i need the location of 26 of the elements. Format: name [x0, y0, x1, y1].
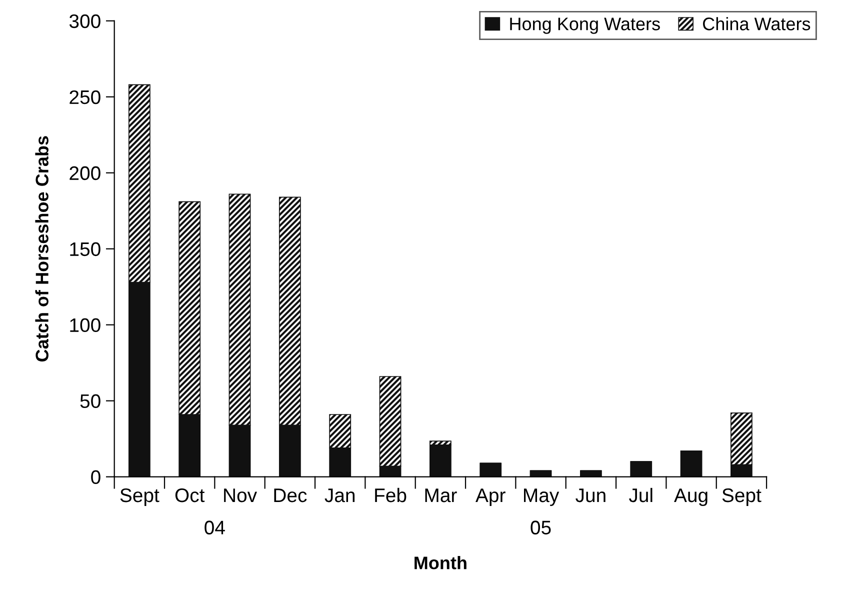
y-tick-label: 50 — [80, 394, 100, 408]
x-tick-label: Jan — [324, 488, 355, 502]
y-axis-title: Catch of Horseshoe Crabs — [35, 136, 48, 362]
legend-label: Hong Kong Waters — [510, 18, 660, 34]
x-tick-label: Aug — [674, 488, 708, 506]
x-tick-label: Oct — [175, 488, 205, 502]
legend-label: China Waters — [703, 17, 810, 30]
text: 05 — [530, 520, 551, 534]
y-tick-label: 150 — [70, 242, 100, 256]
x-tick-label: Sept — [722, 488, 762, 506]
x-tick-label: Apr — [476, 488, 506, 506]
y-tick-label: 100 — [70, 318, 100, 332]
x-tick-label: Mar — [425, 488, 457, 502]
y-tick-label: 0 — [91, 470, 100, 484]
text: 04 — [204, 520, 225, 534]
x-tick-label: Nov — [224, 488, 257, 502]
x-tick-label: Jun — [576, 488, 606, 502]
x-tick-label: Sept — [120, 488, 160, 506]
y-tick-label: 300 — [69, 14, 100, 28]
x-tick-label: Jul — [628, 488, 652, 502]
x-tick-label: Feb — [375, 488, 406, 502]
y-tick-label: 250 — [70, 90, 100, 104]
x-tick-label: May — [524, 488, 560, 506]
x-axis-title: Month — [414, 556, 466, 570]
y-tick-label: 200 — [70, 166, 100, 180]
x-tick-label: Dec — [274, 488, 307, 502]
